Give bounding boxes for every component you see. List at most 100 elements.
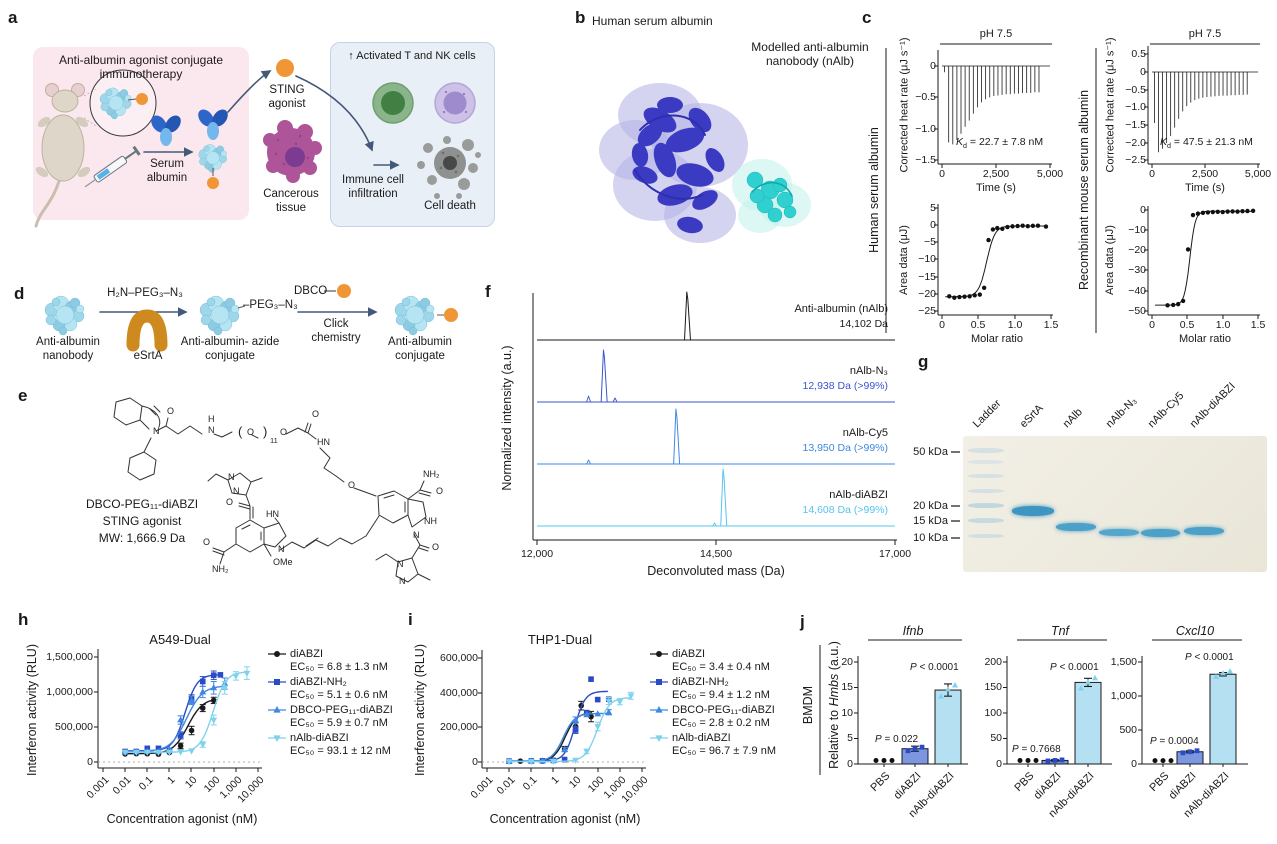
c-area-ytick: 0	[1140, 204, 1146, 216]
panel-letter-h: h	[18, 610, 29, 629]
c-area-xtick: 1.0	[1007, 319, 1023, 331]
panel-letter-b: b	[575, 8, 586, 27]
j-pvalue: P = 0.7668	[1012, 744, 1061, 755]
g-lane-label: eSrtA	[1017, 402, 1046, 431]
i-ytick: 0	[472, 756, 478, 768]
f-xtick: 17,000	[878, 548, 912, 560]
gel-band-nalb	[1056, 523, 1096, 531]
i-ytick: 600,000	[440, 652, 478, 664]
c-area-xtick: 1.0	[1215, 319, 1231, 331]
c-heat-ytick: −1.5	[915, 154, 936, 166]
c-heat-ytick: −1.0	[915, 123, 936, 135]
svg-text:11: 11	[270, 436, 278, 445]
panel-a-title: Anti-albumin agonist conjugate immunothe…	[58, 53, 224, 82]
d-click-label: Click chemistry	[311, 318, 361, 344]
svg-text:O: O	[203, 537, 210, 547]
d-nanobody-label: Anti-albumin nanobody	[36, 336, 100, 362]
c-heat-ylabel-left: Corrected heat rate (μJ s⁻¹)	[898, 37, 911, 173]
i-xlabel: Concentration agonist (nM)	[489, 812, 641, 826]
panel-letter-f: f	[485, 282, 491, 301]
c-side-label-left: Human serum albumin	[867, 127, 881, 253]
f-trace-mass: 13,950 Da (>99%)	[802, 442, 888, 454]
panel-letter-a: a	[8, 8, 18, 27]
h-legend-ec50: EC₅₀ = 93.1 ± 12 nM	[290, 745, 391, 757]
i-ytick: 400,000	[440, 687, 478, 699]
d-conjugate-label: Anti-albumin conjugate	[388, 336, 452, 362]
f-trace-name: Anti-albumin (nAlb)	[794, 303, 888, 315]
g-lane-label: nAlb	[1060, 406, 1085, 431]
j-ytick: 1,000	[1110, 690, 1137, 702]
svg-text:O: O	[280, 427, 287, 437]
h-xlabel: Concentration agonist (nM)	[106, 812, 258, 826]
i-legend-name: nAlb-diABZI	[672, 732, 731, 744]
g-mw-label: 20 kDa	[913, 500, 948, 512]
activated-cells-label: ↑ Activated T and NK cells	[348, 50, 476, 62]
j-pvalue: P = 0.0004	[1150, 736, 1199, 747]
gel-ladder-band	[968, 489, 1004, 493]
c-area-ytick: −15	[918, 271, 936, 283]
d-esrta-label: eSrtA	[133, 350, 163, 362]
h-ytick: 500,000	[55, 721, 93, 733]
j-ytick: 20	[841, 656, 853, 668]
panel-letter-e: e	[18, 386, 28, 405]
h-legend-ec50: EC₅₀ = 6.8 ± 1.3 nM	[290, 661, 388, 673]
i-legend-ec50: EC₅₀ = 2.8 ± 0.2 nM	[672, 717, 770, 729]
modelled-nanobody-label: Modelled anti-albumin nanobody (nAlb)	[751, 40, 869, 69]
svg-text:O: O	[312, 409, 319, 419]
c-heat-ytick: −0.5	[915, 91, 936, 103]
svg-text:O: O	[226, 497, 233, 507]
c-area-ytick: −10	[918, 253, 936, 265]
c-area-ytick: −25	[918, 305, 936, 317]
j-pvalue: P < 0.0001	[1185, 652, 1234, 663]
c-heat-ytick: −1.5	[1125, 119, 1146, 131]
j-bmdm-label: BMDM	[801, 685, 815, 725]
f-xtick: 12,000	[520, 548, 554, 560]
f-trace-name: nAlb-N₃	[849, 365, 888, 377]
hsa-label: Human serum albumin	[592, 14, 713, 28]
c-heat-ytick: −2.5	[1125, 154, 1146, 166]
c-area-ytick: −50	[1128, 305, 1146, 317]
j-ytick: 0	[996, 758, 1002, 770]
svg-text:HN: HN	[317, 437, 330, 447]
g-lane-label: nAlb-Cy5	[1145, 389, 1187, 431]
f-trace-mass: 12,938 Da (>99%)	[802, 380, 888, 392]
gel-band-esrta	[1012, 506, 1054, 516]
c-molar-xlabel-left: Molar ratio	[971, 333, 1023, 345]
c-heat-ytick: −1.0	[1125, 101, 1146, 113]
c-molar-xlabel-right: Molar ratio	[1179, 333, 1231, 345]
f-ylabel: Normalized intensity (a.u.)	[500, 345, 514, 491]
gel-ladder-band	[968, 460, 1004, 464]
panel-letter-g: g	[918, 352, 929, 371]
gel-band-nalb-cy5	[1141, 529, 1180, 537]
h-legend-name: diABZI	[290, 648, 324, 660]
c-heat-xtick: 2,500	[982, 168, 1010, 180]
i-legend-ec50: EC₅₀ = 3.4 ± 0.4 nM	[672, 661, 770, 673]
c-heat-xtick: 0	[1149, 168, 1155, 180]
j-pvalue: P = 0.022	[875, 734, 919, 745]
svg-text:O: O	[436, 486, 443, 496]
cancerous-tissue-label: Cancerous tissue	[263, 188, 319, 214]
f-trace-mass: 14,102 Da	[839, 318, 888, 330]
j-ytick: 150	[984, 681, 1002, 693]
g-mw-label: 15 kDa	[913, 515, 948, 527]
d-azide-label: Anti-albumin- azide conjugate	[180, 336, 280, 362]
gel-band-nalb-diabzi	[1184, 527, 1224, 535]
c-ph-right: pH 7.5	[1188, 28, 1222, 40]
c-area-ytick: −10	[1128, 224, 1146, 236]
c-area-xtick: 1.5	[1043, 319, 1059, 331]
g-lane-label: Ladder	[970, 397, 1004, 431]
svg-text:NH: NH	[424, 516, 437, 526]
j-title-ifnb: Ifnb	[902, 624, 924, 638]
c-heat-ytick: 0.5	[1131, 48, 1146, 60]
c-area-ytick: 5	[930, 202, 936, 214]
up-arrow-icon: ↑	[348, 50, 357, 62]
c-area-xtick: 0.5	[970, 319, 986, 331]
j-ytick: 500	[1119, 724, 1137, 736]
svg-text:O: O	[167, 406, 174, 416]
d-dbco-label: DBCO	[294, 285, 328, 297]
c-area-ytick: −30	[1128, 264, 1146, 276]
c-area-ytick: −20	[918, 288, 936, 300]
i-legend-name: diABZI	[672, 648, 706, 660]
h-legend-name: diABZI-NH₂	[290, 676, 347, 688]
h-ytick: 1,500,000	[46, 651, 93, 663]
